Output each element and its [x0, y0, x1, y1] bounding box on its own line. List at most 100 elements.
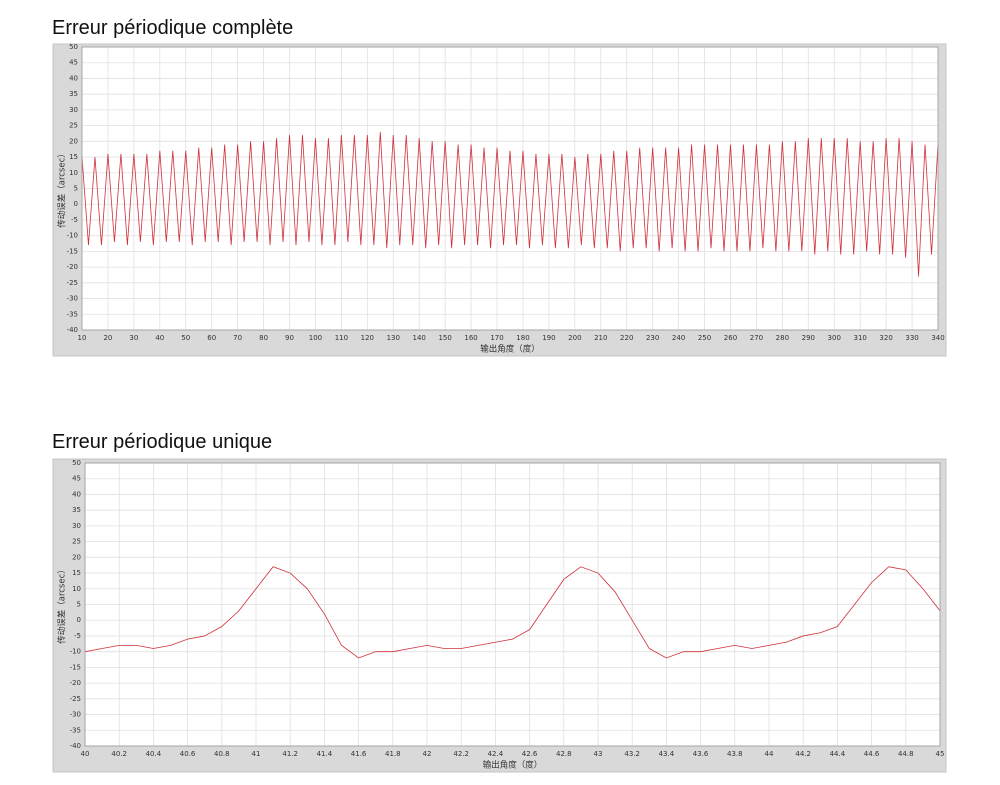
x-tick-label: 280	[776, 334, 789, 342]
chart-title: Erreur périodique complète	[52, 17, 293, 39]
y-tick-label: 15	[69, 153, 78, 161]
y-tick-label: -30	[70, 711, 81, 719]
plot-border	[84, 462, 941, 747]
x-tick-label: 160	[464, 334, 477, 342]
x-tick-label: 44.2	[795, 750, 811, 758]
error-line	[81, 131, 939, 277]
x-tick-label: 300	[828, 334, 841, 342]
x-axis-label: 输出角度（度）	[483, 760, 543, 771]
x-tick-label: 42.8	[556, 750, 572, 758]
y-axis-label: 传动误差（arcsec）	[57, 149, 68, 228]
y-tick-label: 0	[77, 616, 81, 624]
x-tick-label: 42	[423, 750, 432, 758]
x-tick-label: 42.4	[488, 750, 504, 758]
x-tick-label: 210	[594, 334, 607, 342]
plot-border	[81, 46, 939, 331]
y-tick-label: -5	[74, 632, 81, 640]
x-tick-label: 45	[936, 750, 945, 758]
x-tick-label: 60	[207, 334, 216, 342]
x-tick-label: 40.4	[146, 750, 162, 758]
y-tick-label: -30	[67, 295, 78, 303]
y-tick-label: -35	[67, 310, 78, 318]
x-tick-label: 260	[724, 334, 737, 342]
x-tick-label: 170	[490, 334, 503, 342]
x-tick-label: 180	[516, 334, 529, 342]
x-tick-label: 120	[361, 334, 374, 342]
y-tick-label: 45	[72, 475, 81, 483]
x-tick-label: 320	[879, 334, 892, 342]
x-tick-label: 150	[438, 334, 451, 342]
x-tick-label: 40	[81, 750, 90, 758]
y-tick-label: 35	[72, 506, 81, 514]
x-tick-label: 42.2	[453, 750, 469, 758]
x-tick-label: 43	[594, 750, 603, 758]
x-tick-label: 42.6	[522, 750, 538, 758]
x-tick-label: 30	[129, 334, 138, 342]
x-tick-label: 44.8	[898, 750, 914, 758]
x-tick-label: 130	[387, 334, 400, 342]
y-tick-label: 40	[69, 74, 78, 82]
x-tick-label: 43.4	[659, 750, 675, 758]
x-tick-label: 44.4	[830, 750, 846, 758]
y-tick-label: 35	[69, 90, 78, 98]
x-tick-label: 310	[853, 334, 866, 342]
x-tick-label: 40.2	[111, 750, 127, 758]
x-tick-label: 190	[542, 334, 555, 342]
y-tick-label: 50	[69, 43, 78, 51]
x-tick-label: 44	[765, 750, 774, 758]
x-tick-label: 40	[155, 334, 164, 342]
x-tick-label: 41	[252, 750, 261, 758]
y-tick-label: 5	[74, 185, 78, 193]
x-axis-label: 输出角度（度）	[480, 344, 540, 355]
y-tick-label: -10	[67, 232, 78, 240]
error-line	[84, 566, 941, 659]
y-tick-label: 10	[72, 585, 81, 593]
x-tick-label: 80	[259, 334, 268, 342]
y-tick-label: -20	[70, 679, 81, 687]
y-tick-label: 30	[72, 522, 81, 530]
x-tick-label: 270	[750, 334, 763, 342]
y-tick-label: 25	[69, 122, 78, 130]
x-tick-label: 70	[233, 334, 242, 342]
x-tick-label: 41.4	[317, 750, 333, 758]
y-tick-label: -25	[70, 695, 81, 703]
y-tick-label: -15	[67, 247, 78, 255]
x-tick-label: 200	[568, 334, 581, 342]
y-tick-label: 0	[74, 200, 78, 208]
x-tick-label: 20	[103, 334, 112, 342]
x-tick-label: 44.6	[864, 750, 880, 758]
x-tick-label: 10	[78, 334, 87, 342]
y-tick-label: -15	[70, 663, 81, 671]
x-tick-label: 41.2	[282, 750, 298, 758]
x-tick-label: 220	[620, 334, 633, 342]
x-tick-label: 40.8	[214, 750, 230, 758]
x-tick-label: 140	[413, 334, 426, 342]
x-tick-label: 50	[181, 334, 190, 342]
y-tick-label: 25	[72, 538, 81, 546]
y-tick-label: -5	[71, 216, 78, 224]
y-tick-label: -40	[67, 326, 78, 334]
y-tick-label: 30	[69, 106, 78, 114]
y-tick-label: -40	[70, 742, 81, 750]
y-axis-label: 传动误差（arcsec）	[57, 565, 68, 644]
y-tick-label: -35	[70, 726, 81, 734]
x-tick-label: 41.6	[351, 750, 367, 758]
y-tick-label: 5	[77, 601, 81, 609]
x-tick-label: 290	[802, 334, 815, 342]
y-tick-label: 20	[69, 137, 78, 145]
x-tick-label: 330	[905, 334, 918, 342]
x-tick-label: 340	[931, 334, 944, 342]
chart-title: Erreur périodique unique	[52, 431, 272, 453]
y-tick-label: -25	[67, 279, 78, 287]
y-tick-label: 40	[72, 490, 81, 498]
x-tick-label: 90	[285, 334, 294, 342]
y-tick-label: 15	[72, 569, 81, 577]
x-tick-label: 100	[309, 334, 322, 342]
x-tick-label: 43.2	[624, 750, 640, 758]
y-tick-label: 45	[69, 59, 78, 67]
x-tick-label: 43.6	[693, 750, 709, 758]
y-tick-label: -20	[67, 263, 78, 271]
x-tick-label: 41.8	[385, 750, 401, 758]
